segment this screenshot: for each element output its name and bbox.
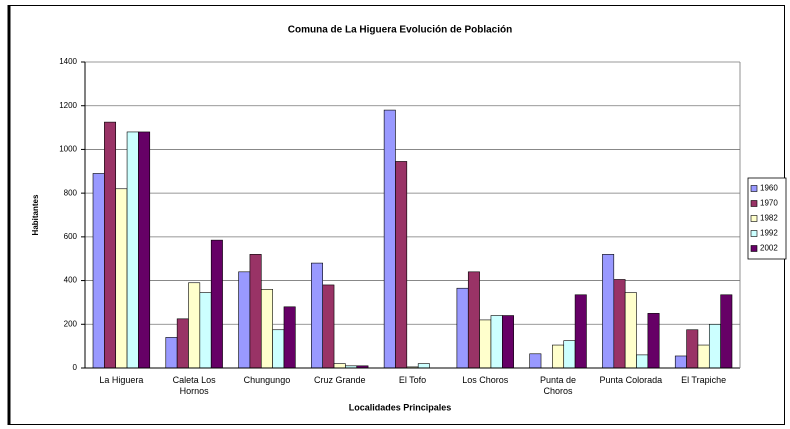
bar: [647, 313, 660, 369]
y-tick-label: 200: [64, 319, 78, 328]
bar: [311, 262, 323, 369]
x-tick-label: Chungungo: [243, 375, 291, 385]
x-tick-label: El Trapiche: [681, 375, 727, 385]
bar: [686, 329, 699, 369]
bar: [283, 306, 296, 369]
bar: [199, 292, 212, 369]
legend-label: 1992: [760, 229, 778, 238]
bar: [176, 318, 189, 369]
y-tick-label: 1400: [59, 57, 77, 66]
bar: [720, 294, 733, 369]
legend-label: 1970: [760, 199, 778, 208]
legend-label: 1982: [760, 214, 778, 223]
x-tick-label: La Higuera: [99, 375, 144, 385]
bar: [138, 131, 151, 369]
legend-swatch: [750, 215, 758, 222]
x-tick-label: Punta Colorada: [599, 375, 663, 385]
bar: [383, 109, 396, 369]
x-tick-label: Cruz Grande: [313, 375, 366, 385]
legend-swatch: [750, 230, 758, 237]
bar: [574, 294, 587, 369]
bar: [126, 131, 139, 369]
bar: [238, 271, 251, 369]
x-axis-title: Localidades Principales: [349, 402, 452, 412]
legend-swatch: [750, 245, 758, 252]
y-tick-label: 1200: [59, 101, 77, 110]
legend-label: 1960: [760, 184, 778, 193]
bar: [333, 363, 346, 369]
y-axis-title: Habitantes: [31, 194, 40, 235]
chart-title: Comuna de La Higuera Evolución de Poblac…: [288, 25, 512, 36]
bar: [188, 282, 201, 369]
legend-swatch: [750, 185, 758, 192]
bar: [490, 315, 503, 369]
bar: [322, 284, 335, 369]
bar: [613, 279, 626, 369]
bar: [708, 323, 721, 369]
bar: [104, 121, 117, 369]
bar: [249, 254, 262, 369]
bar: [92, 173, 105, 369]
y-tick-label: 600: [64, 232, 78, 241]
x-tick-label: Caleta Los Hornos: [172, 375, 216, 396]
legend-swatch: [750, 200, 758, 207]
x-tick-label: El Tofo: [398, 375, 427, 385]
bar: [697, 344, 710, 369]
bar: [260, 289, 273, 369]
bar: [674, 355, 687, 369]
bar: [529, 353, 542, 369]
x-tick-label: Los Choros: [462, 375, 509, 385]
bar: [417, 363, 430, 369]
bar: [165, 337, 178, 369]
bar: [552, 344, 565, 369]
bar: [479, 319, 492, 369]
bar: [456, 287, 469, 369]
y-tick-label: 400: [64, 276, 78, 285]
bar: [210, 239, 223, 369]
x-tick-label: Punta de Choros: [540, 375, 577, 396]
y-tick-label: 800: [64, 188, 78, 197]
bar: [272, 329, 285, 369]
bar: [636, 354, 649, 369]
bar: [624, 292, 637, 369]
bar: [115, 188, 128, 369]
y-tick-label: 1000: [59, 145, 77, 154]
legend-label: 2002: [760, 244, 778, 253]
bar: [563, 340, 576, 369]
bar: [602, 254, 615, 369]
bar: [395, 161, 408, 369]
bar: [502, 315, 514, 369]
bar: [467, 271, 480, 369]
y-tick-label: 0: [73, 363, 78, 372]
